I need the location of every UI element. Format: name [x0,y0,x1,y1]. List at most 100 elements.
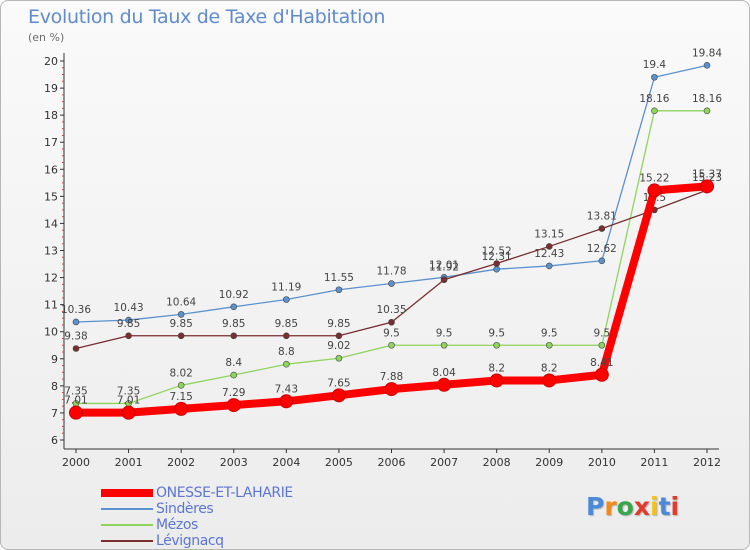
data-point [651,73,658,81]
data-point [177,382,185,389]
legend-swatch [101,524,153,526]
data-point [437,377,452,392]
y-tick-label: 10 [44,326,58,339]
x-tick-label: 2012 [693,456,721,469]
legend-label: ONESSE-ET-LAHARIE [156,485,293,501]
data-point [230,332,238,340]
data-point [283,296,290,303]
data-point [121,405,136,420]
legend-swatch [101,489,153,497]
data-label: 9.85 [169,318,192,330]
chart-unit-label: (en %) [28,31,65,44]
data-label: 8.2 [541,362,558,374]
data-point [598,225,606,232]
y-tick-label: 9 [51,353,58,366]
data-point [331,388,346,403]
data-label: 19.4 [643,59,667,71]
data-point [545,243,553,250]
data-point [125,316,132,324]
x-tick-label: 2010 [588,456,616,469]
data-label: 9.5 [593,327,610,339]
data-label: 8.4 [225,357,242,369]
x-tick-label: 2008 [483,456,511,469]
data-label: 9.5 [383,327,400,339]
y-tick-label: 11 [44,299,58,312]
data-point [703,62,711,69]
data-label: 13.15 [534,228,564,240]
data-point [72,318,80,326]
data-label: 7.65 [327,377,350,389]
data-label: 19.84 [692,47,722,59]
legend-swatch [101,508,153,510]
x-tick-label: 2004 [272,456,300,469]
y-tick-label: 12 [44,272,58,285]
data-point [493,260,500,267]
data-label: 15.22 [639,172,669,184]
data-point [489,373,504,388]
data-label: 10.35 [376,304,406,316]
data-point [174,401,189,416]
data-label: 11.55 [324,272,354,284]
x-tick-label: 2006 [378,456,406,469]
brand-logo: Proxiti [586,492,680,521]
data-point [440,276,448,284]
data-point [700,179,714,194]
y-tick-label: 16 [44,163,58,176]
data-label: 15.23 [692,172,722,184]
legend-swatch [101,540,153,542]
data-label: 12.01 [429,259,459,271]
data-point [542,373,557,388]
data-label: 9.85 [327,318,350,330]
data-point [125,332,132,340]
data-label: 9.5 [488,327,505,339]
y-tick-label: 20 [44,55,58,68]
x-tick-label: 2000 [62,456,90,469]
data-point [703,107,711,115]
data-label: 7.35 [117,385,140,397]
y-tick-label: 13 [44,245,58,258]
data-point [72,345,80,352]
data-label: 9.5 [541,327,558,339]
data-point [335,332,343,340]
y-tick-label: 14 [44,217,58,230]
data-label: 9.5 [436,327,453,339]
data-point [279,394,294,409]
y-tick-label: 17 [44,136,58,149]
data-label: 8.8 [278,346,295,358]
data-label: 11.92 [429,262,459,274]
data-point [384,382,399,397]
data-label: 11.78 [376,266,406,278]
data-label: 12.43 [534,248,564,260]
data-point [69,405,83,420]
data-label: 9.02 [327,340,350,352]
data-point [230,371,238,379]
data-point [230,303,238,311]
legend-label: Sindères [156,501,214,517]
data-point [283,360,290,368]
data-point [545,341,553,349]
data-label: 15.37 [692,168,722,180]
data-point [388,280,395,287]
y-tick-label: 15 [44,190,58,203]
legend-label: Lévignacq [156,533,224,549]
y-tick-label: 6 [51,434,58,447]
data-label: 8.04 [432,367,456,379]
data-label: 7.01 [117,395,140,407]
data-point [647,183,662,198]
data-label: 12.31 [482,251,512,263]
x-tick-label: 2002 [167,456,195,469]
data-label: 7.29 [222,387,245,399]
data-point [493,265,500,273]
data-label: 13.81 [587,211,617,223]
data-point [493,341,500,349]
data-point [177,332,185,340]
data-label: 10.36 [61,304,91,316]
data-label: 9.38 [64,330,87,342]
x-tick-label: 2003 [220,456,248,469]
data-label: 8.2 [488,362,505,374]
y-tick-label: 19 [44,82,58,95]
data-label: 7.01 [64,395,87,407]
data-label: 9.85 [222,318,245,330]
